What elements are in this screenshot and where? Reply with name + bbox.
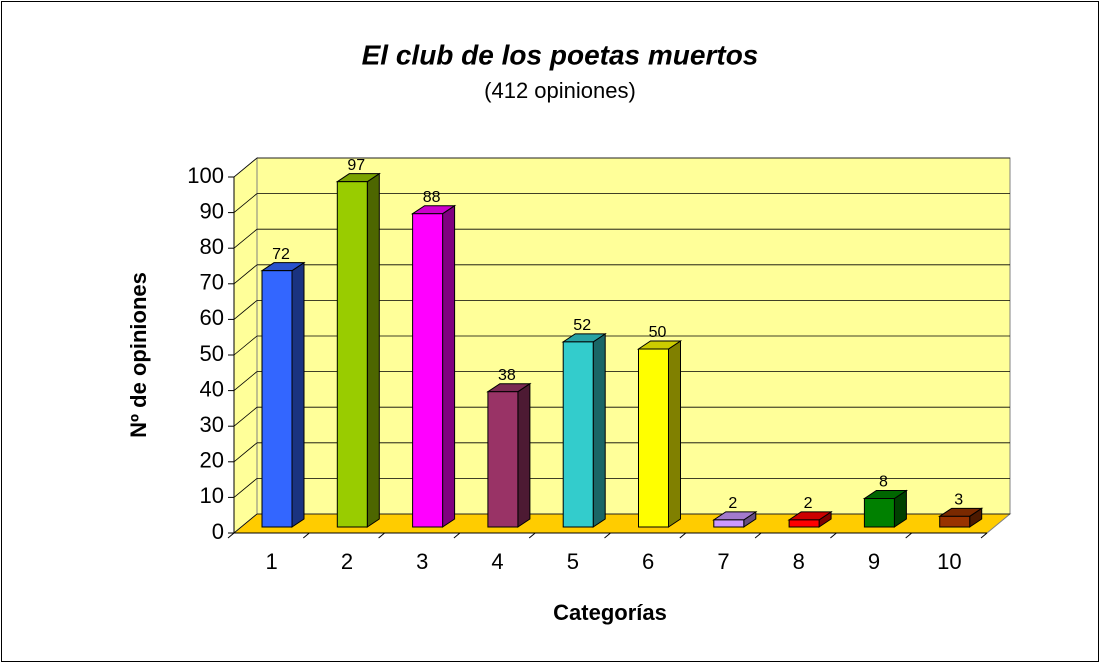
x-axis-title: Categorías — [553, 600, 667, 625]
grid-line — [233, 157, 258, 178]
value-label: 50 — [649, 324, 667, 341]
x-tick-label: 5 — [567, 549, 579, 574]
y-tick-label: 40 — [200, 376, 224, 401]
bar-side — [668, 340, 681, 528]
value-label: 52 — [573, 317, 591, 334]
grid-line — [233, 335, 258, 356]
value-label: 2 — [804, 495, 813, 512]
x-tick-label: 2 — [341, 549, 353, 574]
y-axis-title: Nº de opiniones — [126, 272, 151, 438]
x-tick-label: 1 — [266, 549, 278, 574]
x-tick-label: 6 — [642, 549, 654, 574]
y-tick-label: 20 — [200, 448, 224, 473]
x-tick-label: 8 — [793, 549, 805, 574]
bar — [788, 519, 820, 528]
y-tick-label: 50 — [200, 341, 224, 366]
bar — [487, 391, 519, 528]
x-tick — [679, 532, 687, 539]
value-label: 72 — [272, 246, 290, 263]
grid-line — [233, 406, 258, 427]
bar — [863, 498, 895, 528]
x-tick — [830, 532, 837, 539]
grid-line — [233, 442, 258, 463]
chart-subtitle: (412 opiniones) — [484, 78, 636, 103]
x-tick-label: 3 — [416, 549, 428, 574]
value-label: 2 — [728, 495, 737, 512]
bar-side — [517, 382, 531, 528]
y-tick-label: 60 — [200, 305, 224, 330]
grid-line — [233, 478, 258, 498]
grid-line — [233, 300, 258, 320]
value-label: 8 — [879, 474, 888, 491]
bar — [562, 341, 594, 528]
bar-side — [442, 204, 456, 528]
x-tick — [754, 532, 762, 539]
bar — [412, 213, 444, 528]
bar — [939, 515, 971, 528]
value-label: 97 — [347, 157, 365, 174]
chart-title: El club de los poetas muertos — [362, 39, 759, 70]
y-tick-label: 100 — [187, 163, 224, 188]
bar — [713, 519, 745, 528]
x-tick — [302, 532, 310, 539]
value-label: 88 — [423, 189, 441, 206]
x-tick — [227, 532, 235, 539]
y-tick-label: 0 — [212, 519, 224, 544]
bar — [336, 181, 368, 528]
x-tick-label: 10 — [937, 549, 961, 574]
x-tick — [378, 532, 385, 539]
y-tick-label: 80 — [200, 234, 224, 259]
bar — [638, 348, 669, 528]
x-tick-label: 4 — [491, 549, 503, 574]
y-tick-label: 70 — [200, 270, 224, 295]
x-tick — [604, 532, 611, 539]
bar-side — [291, 261, 305, 528]
bar-side — [592, 332, 606, 528]
y-tick-label: 90 — [200, 198, 224, 223]
y-tick-label: 10 — [200, 483, 224, 508]
x-tick-label: 9 — [868, 549, 880, 574]
value-label: 3 — [954, 492, 963, 509]
bar-side — [366, 172, 380, 528]
x-tick — [980, 532, 988, 539]
x-tick — [528, 532, 536, 539]
x-tick — [905, 532, 913, 539]
value-label: 38 — [498, 367, 516, 384]
grid-line — [233, 193, 258, 213]
grid-line — [233, 228, 258, 249]
grid-line — [233, 371, 258, 391]
grid-line — [233, 264, 258, 285]
x-tick — [453, 532, 461, 539]
bar — [261, 270, 293, 528]
x-tick-label: 7 — [717, 549, 729, 574]
y-tick-label: 30 — [200, 412, 224, 437]
grid-line — [233, 513, 258, 534]
